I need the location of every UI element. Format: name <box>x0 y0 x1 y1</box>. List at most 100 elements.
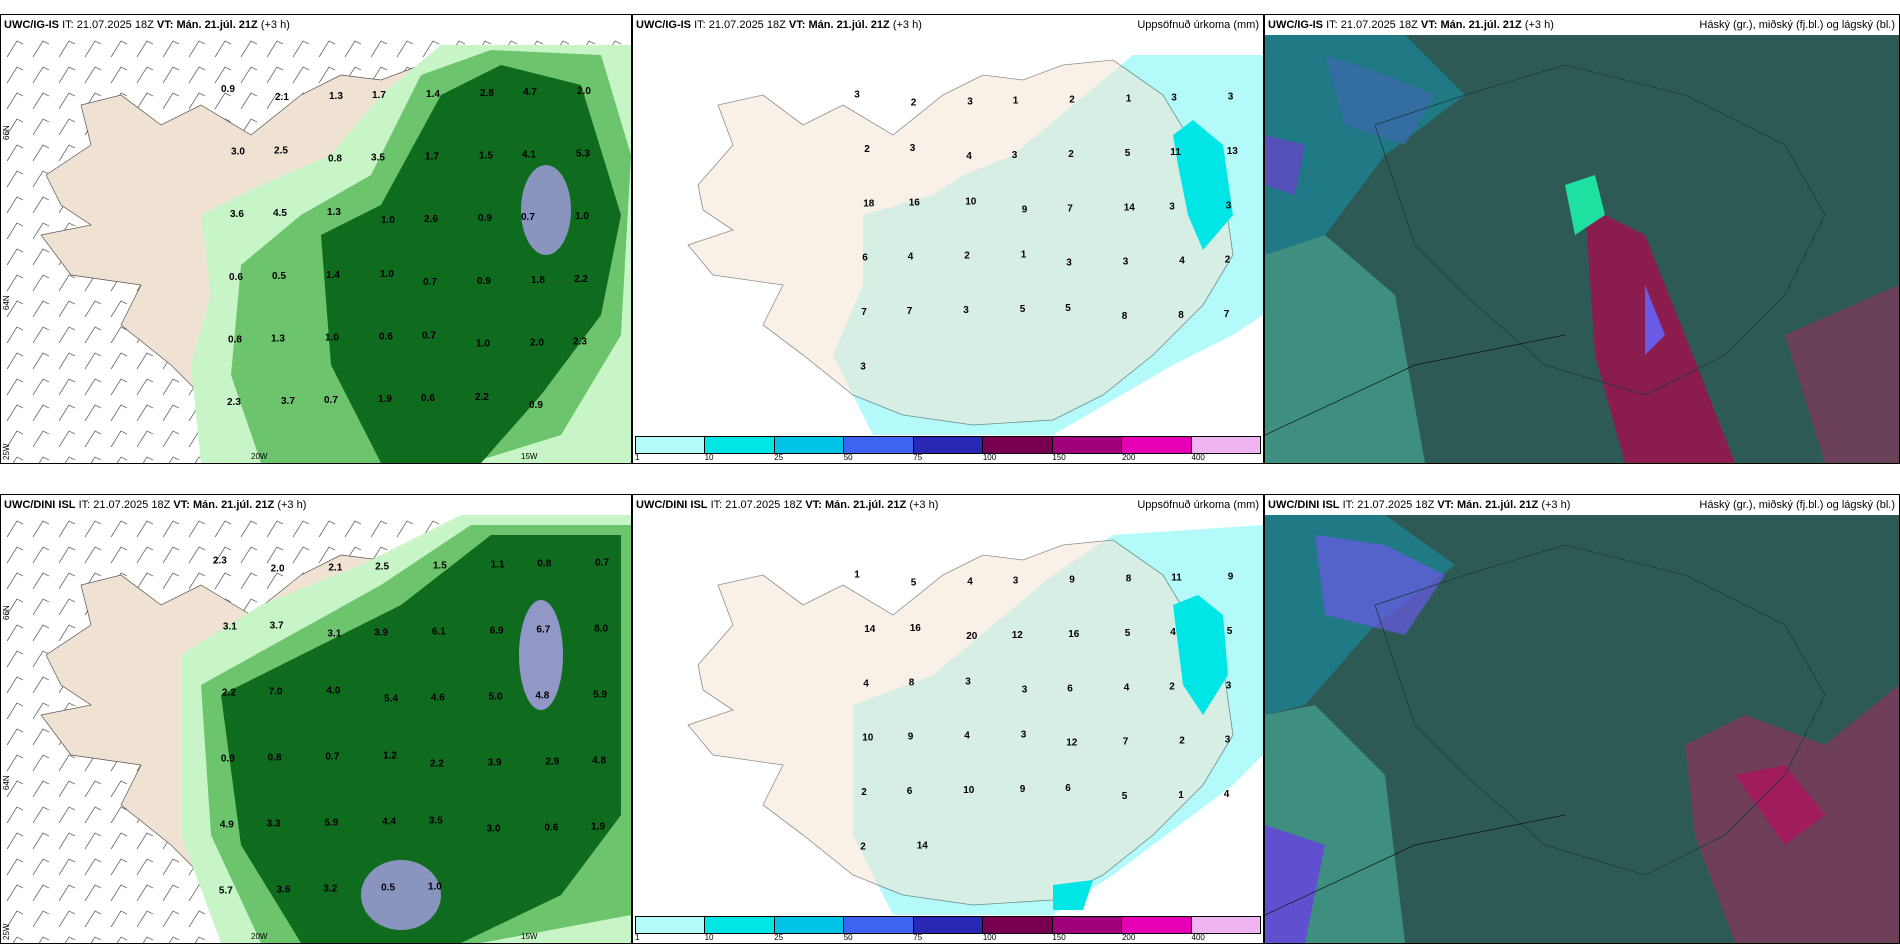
value-label: 11 <box>1171 573 1182 584</box>
value-label: 12 <box>1012 630 1024 641</box>
value-label: 0.9 <box>478 213 492 224</box>
colorbar-swatch <box>636 917 706 933</box>
model-name: UWC/IG-IS <box>636 19 691 31</box>
colorbar-swatch <box>1122 917 1192 933</box>
value-label: 7.0 <box>269 687 283 698</box>
value-label: 3 <box>1228 92 1234 103</box>
vt-label: VT: <box>1420 19 1438 31</box>
value-label: 4.1 <box>522 150 536 161</box>
value-label: 0.6 <box>421 393 435 404</box>
value-label: 1.3 <box>271 334 285 345</box>
value-label: 0.8 <box>537 559 551 570</box>
value-label: 10 <box>965 196 977 207</box>
value-label: 2.0 <box>577 86 591 97</box>
map-svg: 0.9 2.1 1.3 1.7 1.4 2.8 4.7 2.0 3.0 2.5 0.8 3.5 1.7 1… <box>1 35 631 463</box>
value-label: 5 <box>1065 303 1071 314</box>
colorbar-swatch <box>1052 917 1123 933</box>
value-label: 8 <box>1178 310 1184 321</box>
value-label: 6.9 <box>490 626 504 637</box>
value-label: 3.0 <box>487 824 501 835</box>
value-label: 3.1 <box>223 622 237 633</box>
value-label: 3.6 <box>277 885 291 896</box>
value-label: 3.5 <box>371 153 385 164</box>
value-label: 3 <box>854 90 860 101</box>
cloud-cover-map <box>1265 515 1899 943</box>
value-label: 5.9 <box>324 818 338 829</box>
value-label: 16 <box>910 623 922 634</box>
value-label: 14 <box>917 840 929 851</box>
colorbar-label: 100 <box>982 933 997 942</box>
value-label: 3.3 <box>267 819 281 830</box>
value-label: 5.7 <box>219 886 233 897</box>
colorbar-labels: 1 10 25 50 75 100 150 200 400 <box>635 933 1261 943</box>
wind-precip-map: 2.3 2.0 2.1 2.5 1.5 1.1 0.8 0.7 3.1 3.7 3.1 3.9 6.1 6… <box>1 515 631 943</box>
init-time: 21.07.2025 18Z <box>93 499 171 511</box>
value-label: 3 <box>1226 680 1232 691</box>
value-label: 2.2 <box>475 392 489 403</box>
value-label: 4 <box>863 678 869 689</box>
value-label: 3.7 <box>281 396 295 407</box>
value-label: 0.9 <box>477 276 491 287</box>
colorbar-swatch <box>913 917 984 933</box>
value-label: 7 <box>1224 309 1230 320</box>
lon-tick: 15W <box>521 932 538 941</box>
value-label: 3.5 <box>429 816 443 827</box>
panel-header: UWC/IG-IS IT: 21.07.2025 18Z VT: Mán. 21… <box>1265 15 1899 35</box>
panel-header: UWC/DINI ISL IT: 21.07.2025 18Z VT: Mán.… <box>1265 495 1899 515</box>
value-label: 1 <box>1021 250 1027 261</box>
value-label: 1 <box>854 570 860 581</box>
lon-tick: 20W <box>251 932 268 941</box>
vt-label: VT: <box>156 19 174 31</box>
model-name: UWC/DINI ISL <box>636 499 708 511</box>
lead-time: (+3 h) <box>1524 19 1554 31</box>
it-label: IT: <box>1342 499 1355 511</box>
value-label: 3.9 <box>374 628 388 639</box>
colorbar-label: 50 <box>843 933 853 942</box>
colorbar: 1 10 25 50 75 100 150 200 400 <box>633 915 1263 943</box>
value-label: 4.8 <box>535 691 549 702</box>
it-label: IT: <box>78 499 91 511</box>
valid-time: Mán. 21.júl. 21Z <box>824 499 907 511</box>
value-label: 2 <box>1225 255 1231 266</box>
value-label: 2.9 <box>545 757 559 768</box>
value-label: 0.7 <box>595 558 609 569</box>
value-label: 3 <box>963 305 969 316</box>
colorbar-swatches <box>635 436 1261 454</box>
vt-label: VT: <box>1437 499 1454 511</box>
colorbar-label: 75 <box>913 453 923 462</box>
value-label: 4.9 <box>220 820 234 831</box>
panel-bottom-left: UWC/DINI ISL IT: 21.07.2025 18Z VT: Mán.… <box>0 494 632 944</box>
init-time: 21.07.2025 18Z <box>1340 19 1418 31</box>
value-label: 2.0 <box>530 338 544 349</box>
colorbar-swatch <box>913 437 984 453</box>
value-label: 4 <box>908 252 914 263</box>
value-label: 1.5 <box>479 151 493 162</box>
value-label: 1 <box>1013 96 1019 107</box>
model-name: UWC/DINI ISL <box>1268 499 1340 511</box>
value-label: 7 <box>1123 737 1129 748</box>
valid-time: Mán. 21.júl. 21Z <box>1440 19 1522 31</box>
precip-heavy <box>321 65 621 463</box>
value-label: 0.7 <box>422 331 436 342</box>
model-name: UWC/IG-IS <box>4 19 59 31</box>
value-label: 4 <box>967 577 973 588</box>
colorbar-label: 200 <box>1121 453 1136 462</box>
value-label: 16 <box>909 197 921 208</box>
value-label: 6 <box>1067 683 1073 694</box>
value-label: 2 <box>1069 95 1075 106</box>
colorbar-label: 75 <box>913 933 923 942</box>
value-label: 12 <box>1066 738 1078 749</box>
value-label: 7 <box>1067 203 1073 214</box>
value-label: 9 <box>1020 784 1026 795</box>
precip-values: 2.3 2.0 2.1 2.5 1.5 1.1 0.8 0.7 3.1 3.7 3.1 3.9 6.1 6… <box>213 556 610 897</box>
accum-precip-map: 3 2 3 1 2 1 3 3 2 3 4 3 2 5 11 13 18 16 10 9 7 14 3 3 6 4 2 1 3 3 4 2 7 7… <box>633 35 1263 435</box>
value-label: 10 <box>963 785 975 796</box>
colorbar-swatch <box>774 917 845 933</box>
valid-time: Mán. 21.júl. 21Z <box>192 499 275 511</box>
value-label: 0.9 <box>221 84 235 95</box>
colorbar-swatch <box>844 917 914 933</box>
value-label: 3 <box>1225 735 1231 746</box>
value-label: 3 <box>1171 93 1177 104</box>
